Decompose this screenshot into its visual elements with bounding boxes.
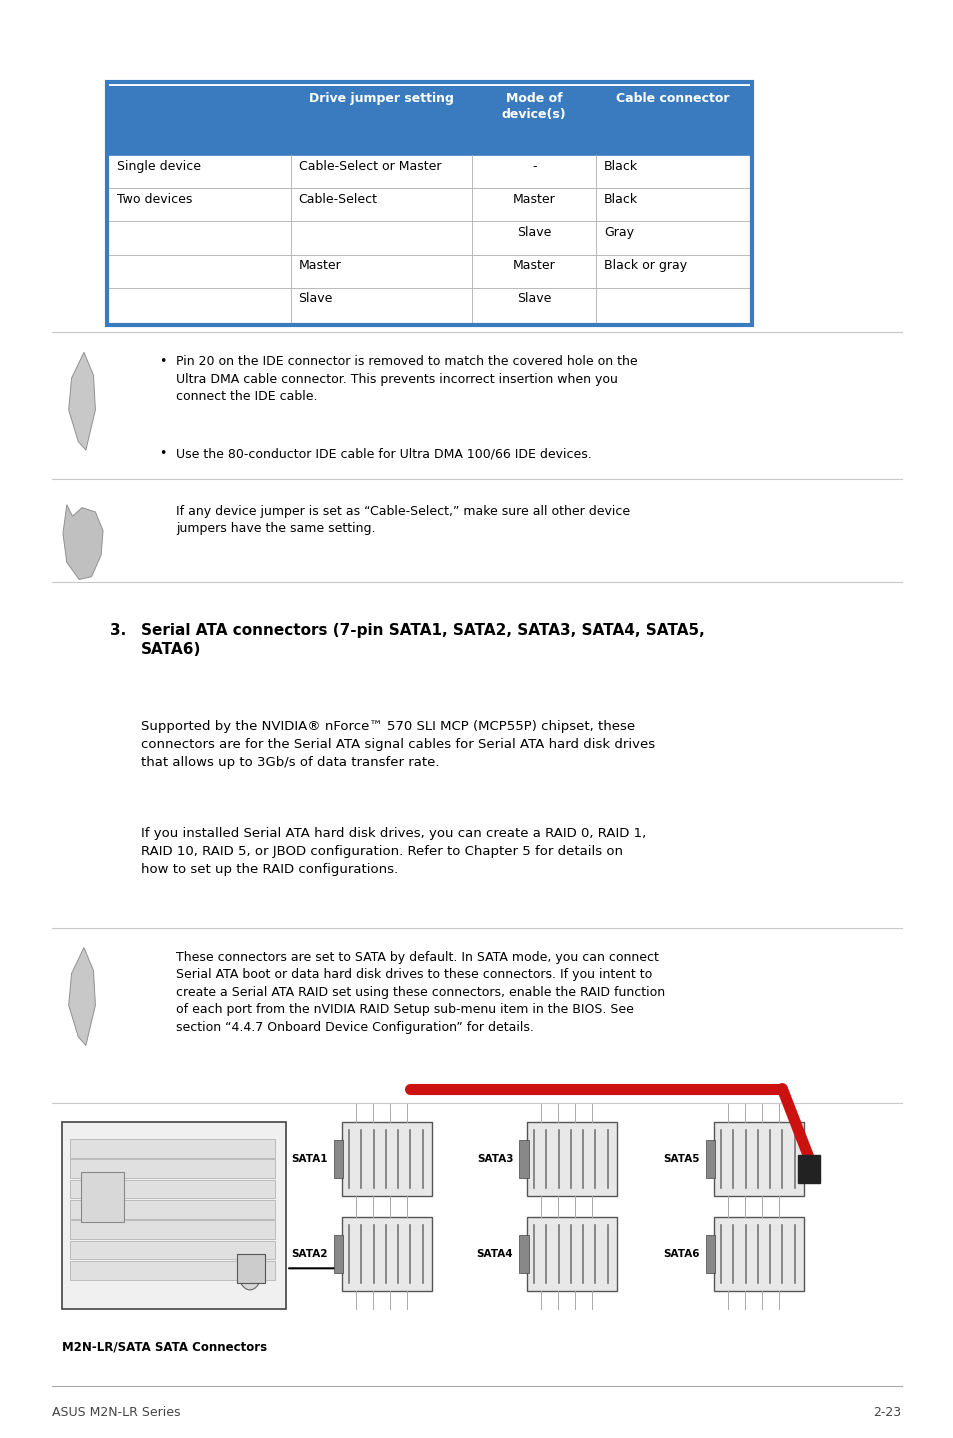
Bar bbox=[518, 1235, 528, 1273]
Text: ASUS M2N-LR Series: ASUS M2N-LR Series bbox=[52, 1406, 181, 1419]
Text: Single device: Single device bbox=[117, 160, 201, 173]
Bar bbox=[70, 1159, 274, 1178]
Text: Use the 80-conductor IDE cable for Ultra DMA 100/66 IDE devices.: Use the 80-conductor IDE cable for Ultra… bbox=[176, 447, 592, 460]
Text: •: • bbox=[159, 355, 167, 368]
Text: SATA5: SATA5 bbox=[663, 1155, 700, 1163]
Text: Mode of
device(s): Mode of device(s) bbox=[501, 92, 566, 121]
Text: Cable-Select or Master: Cable-Select or Master bbox=[298, 160, 440, 173]
Bar bbox=[70, 1139, 274, 1158]
Text: Black: Black bbox=[603, 193, 638, 206]
Text: Slave: Slave bbox=[517, 226, 551, 239]
Text: Supported by the NVIDIA® nForce™ 570 SLI MCP (MCP55P) chipset, these
connectors : Supported by the NVIDIA® nForce™ 570 SLI… bbox=[141, 720, 655, 769]
Text: If you installed Serial ATA hard disk drives, you can create a RAID 0, RAID 1,
R: If you installed Serial ATA hard disk dr… bbox=[141, 827, 646, 876]
Text: Master: Master bbox=[513, 259, 555, 272]
Polygon shape bbox=[63, 505, 103, 580]
Polygon shape bbox=[69, 948, 95, 1045]
Bar bbox=[236, 1254, 265, 1283]
Text: •: • bbox=[159, 447, 167, 460]
Bar bbox=[713, 1122, 803, 1196]
Text: SATA4: SATA4 bbox=[476, 1250, 513, 1258]
Bar bbox=[341, 1122, 432, 1196]
Bar bbox=[341, 1217, 432, 1291]
Circle shape bbox=[238, 1255, 261, 1290]
Text: These connectors are set to SATA by default. In SATA mode, you can connect
Seria: These connectors are set to SATA by defa… bbox=[176, 951, 665, 1034]
Text: -: - bbox=[532, 160, 536, 173]
Text: Two devices: Two devices bbox=[117, 193, 193, 206]
Bar bbox=[334, 1140, 343, 1178]
Bar bbox=[70, 1201, 274, 1219]
Bar bbox=[705, 1140, 715, 1178]
Bar bbox=[107, 86, 751, 155]
Polygon shape bbox=[69, 352, 95, 450]
Bar bbox=[107, 82, 751, 325]
Text: Master: Master bbox=[513, 193, 555, 206]
Text: SATA2: SATA2 bbox=[292, 1250, 328, 1258]
Text: SATA3: SATA3 bbox=[476, 1155, 513, 1163]
Text: If any device jumper is set as “Cable-Select,” make sure all other device
jumper: If any device jumper is set as “Cable-Se… bbox=[176, 505, 630, 535]
Text: 2-23: 2-23 bbox=[873, 1406, 901, 1419]
Bar bbox=[713, 1217, 803, 1291]
Text: M2N-LR/SATA SATA Connectors: M2N-LR/SATA SATA Connectors bbox=[62, 1340, 267, 1353]
Bar bbox=[62, 1122, 286, 1309]
Bar bbox=[70, 1261, 274, 1280]
Text: Cable connector: Cable connector bbox=[616, 92, 728, 105]
Bar bbox=[518, 1140, 528, 1178]
Bar bbox=[81, 1172, 124, 1222]
Text: Drive jumper setting: Drive jumper setting bbox=[309, 92, 454, 105]
Text: Serial ATA connectors (7-pin SATA1, SATA2, SATA3, SATA4, SATA5,
SATA6): Serial ATA connectors (7-pin SATA1, SATA… bbox=[141, 623, 704, 657]
Bar bbox=[70, 1179, 274, 1198]
Bar bbox=[526, 1217, 617, 1291]
Text: Black: Black bbox=[603, 160, 638, 173]
Bar bbox=[70, 1221, 274, 1240]
Bar bbox=[526, 1122, 617, 1196]
Bar bbox=[705, 1235, 715, 1273]
Text: Slave: Slave bbox=[298, 292, 333, 305]
Text: SATA1: SATA1 bbox=[292, 1155, 328, 1163]
Text: Master: Master bbox=[298, 259, 341, 272]
Text: 3.: 3. bbox=[110, 623, 126, 637]
Text: Cable-Select: Cable-Select bbox=[298, 193, 377, 206]
Bar bbox=[70, 1241, 274, 1260]
Bar bbox=[797, 1155, 820, 1183]
Bar bbox=[334, 1235, 343, 1273]
Text: Black or gray: Black or gray bbox=[603, 259, 686, 272]
Text: Gray: Gray bbox=[603, 226, 633, 239]
Text: SATA6: SATA6 bbox=[663, 1250, 700, 1258]
Text: Slave: Slave bbox=[517, 292, 551, 305]
Text: Pin 20 on the IDE connector is removed to match the covered hole on the
Ultra DM: Pin 20 on the IDE connector is removed t… bbox=[176, 355, 638, 403]
